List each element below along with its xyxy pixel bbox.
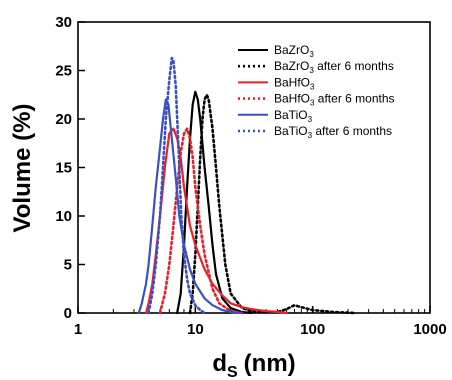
y-tick-label: 30 bbox=[55, 14, 72, 31]
legend-label-base: BaTiO bbox=[274, 108, 308, 122]
y-tick-label: 0 bbox=[64, 305, 72, 322]
legend-label: BaHfO3 after 6 months bbox=[274, 92, 395, 108]
legend-label-base: BaZrO bbox=[274, 43, 309, 57]
legend-label-suffix: after 6 months bbox=[314, 59, 394, 73]
x-axis-title-unit: (nm) bbox=[244, 350, 296, 377]
legend-label: BaTiO3 after 6 months bbox=[274, 124, 392, 140]
legend-label: BaZrO3 bbox=[274, 43, 314, 59]
legend-label-subscript: 3 bbox=[308, 131, 313, 140]
x-axis-title-symbol: d bbox=[212, 350, 227, 377]
legend-label-base: BaZrO bbox=[274, 59, 309, 73]
series-4-line bbox=[158, 127, 244, 315]
x-axis-title-subscript: S bbox=[227, 364, 238, 380]
series-6-line bbox=[147, 56, 206, 315]
x-tick-label: 10 bbox=[187, 321, 204, 338]
legend-label-suffix: after 6 months bbox=[314, 92, 394, 106]
legend-label-subscript: 3 bbox=[308, 115, 313, 124]
legend-label: BaHfO3 bbox=[274, 75, 315, 91]
legend-label-subscript: 3 bbox=[310, 82, 315, 91]
y-tick-label: 15 bbox=[55, 160, 72, 177]
x-tick-label: 1 bbox=[74, 321, 82, 338]
legend-label-subscript: 3 bbox=[309, 50, 314, 59]
y-tick-label: 10 bbox=[55, 208, 72, 225]
y-axis: 0 5 10 15 20 25 30 bbox=[55, 14, 85, 322]
y-axis-title: Volume (%) bbox=[9, 104, 36, 233]
series-3-line bbox=[144, 127, 288, 315]
x-tick-label: 1000 bbox=[413, 321, 446, 338]
y-tick-label: 25 bbox=[55, 63, 72, 80]
series-5-line bbox=[137, 98, 244, 315]
y-tick-label: 5 bbox=[64, 257, 72, 274]
legend-label: BaTiO3 bbox=[274, 108, 313, 124]
series-layer bbox=[137, 56, 357, 315]
legend-label-subscript: 3 bbox=[310, 99, 315, 108]
legend-label-suffix: after 6 months bbox=[312, 124, 392, 138]
x-tick-label: 100 bbox=[300, 321, 325, 338]
legend-label: BaZrO3 after 6 months bbox=[274, 59, 394, 75]
legend-label-subscript: 3 bbox=[309, 66, 314, 75]
x-axis-title: dS (nm) bbox=[212, 350, 295, 380]
legend-label-base: BaHfO bbox=[274, 75, 310, 89]
series-2-line bbox=[188, 93, 357, 315]
legend-label-base: BaHfO bbox=[274, 92, 310, 106]
y-tick-label: 20 bbox=[55, 111, 72, 128]
legend-label-base: BaTiO bbox=[274, 124, 308, 138]
